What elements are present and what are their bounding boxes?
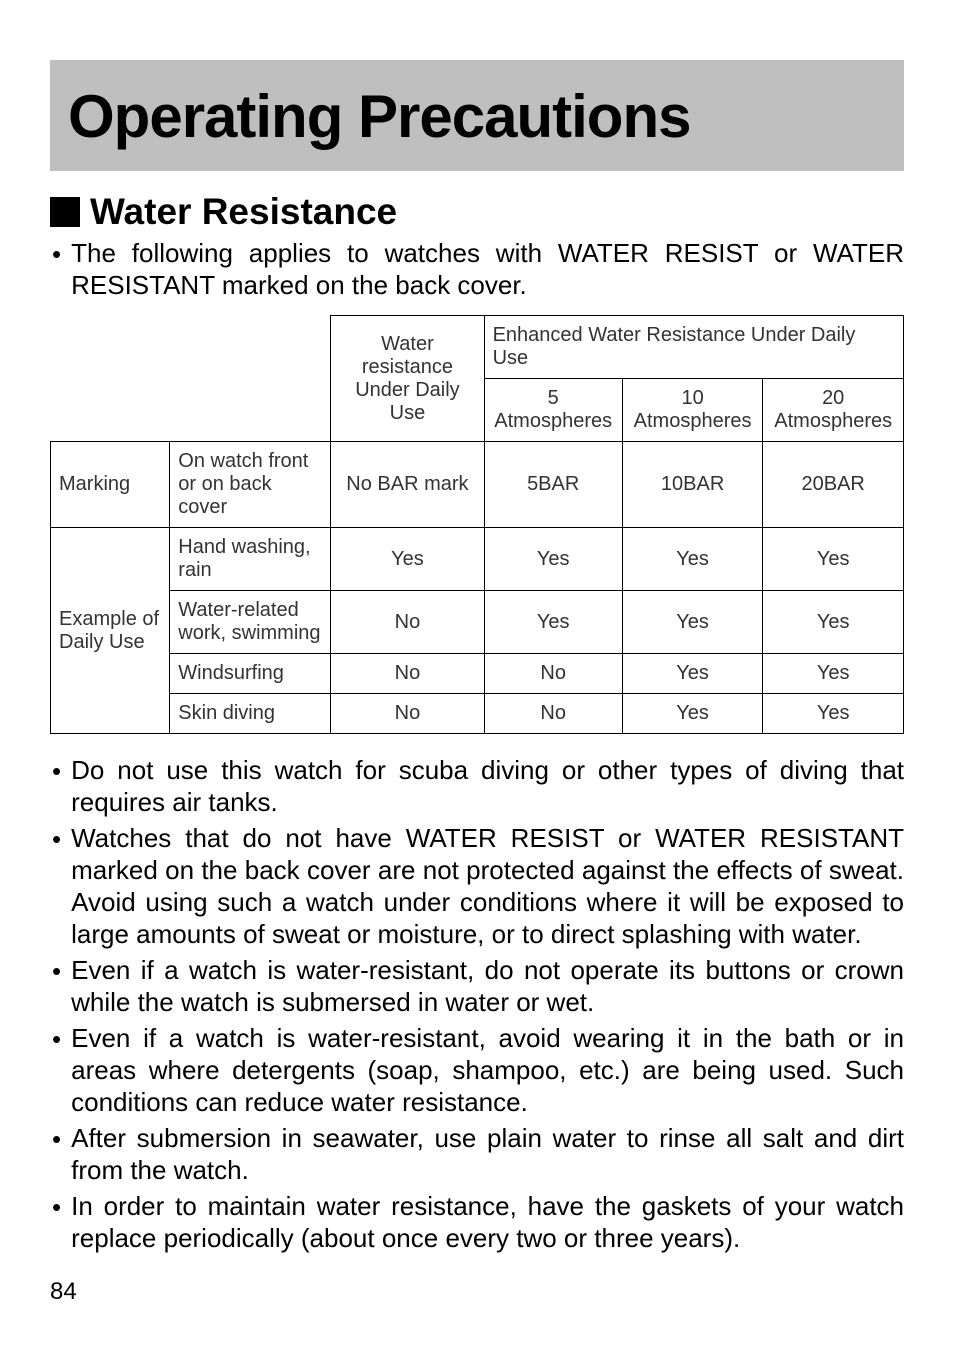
bullet-text: In order to maintain water resistance, h…: [71, 1190, 904, 1254]
table-row-skin: Skin diving No No Yes Yes: [51, 694, 904, 734]
bullet-dot-icon: •: [52, 956, 61, 986]
header-10atm: 10 Atmospheres: [622, 379, 763, 442]
empty-header-cell: [51, 316, 331, 442]
cell-marking-desc: On watch front or on back cover: [170, 442, 331, 528]
cell-example-label: Example of Daily Use: [51, 528, 170, 734]
water-resistance-table: Water resistance Under Daily Use Enhance…: [50, 315, 904, 734]
page-container: Operating Precautions Water Resistance •…: [0, 0, 954, 1346]
section-heading-row: Water Resistance: [50, 191, 904, 233]
bullet-text: Watches that do not have WATER RESIST or…: [71, 822, 904, 950]
cell-windsurf-c4: Yes: [763, 654, 904, 694]
cell-marking-c3: 10BAR: [622, 442, 763, 528]
cell-windsurf-c3: Yes: [622, 654, 763, 694]
cell-skin-c4: Yes: [763, 694, 904, 734]
cell-hand-desc: Hand washing, rain: [170, 528, 331, 591]
table-row-windsurf: Windsurfing No No Yes Yes: [51, 654, 904, 694]
bullet-text: Even if a watch is water-resistant, do n…: [71, 954, 904, 1018]
cell-marking-c4: 20BAR: [763, 442, 904, 528]
cell-hand-c4: Yes: [763, 528, 904, 591]
list-item: • Even if a watch is water-resistant, do…: [52, 954, 904, 1018]
bullet-dot-icon: •: [52, 1024, 61, 1054]
bullet-text: After submersion in seawater, use plain …: [71, 1122, 904, 1186]
table-row-waterwork: Water-related work, swimming No Yes Yes …: [51, 591, 904, 654]
intro-text: The following applies to watches with WA…: [71, 237, 904, 301]
cell-waterwork-c1: No: [331, 591, 484, 654]
list-item: • Watches that do not have WATER RESIST …: [52, 822, 904, 950]
cell-waterwork-c3: Yes: [622, 591, 763, 654]
cell-marking-c2: 5BAR: [484, 442, 622, 528]
header-daily-use: Water resistance Under Daily Use: [331, 316, 484, 442]
header-5atm: 5 Atmospheres: [484, 379, 622, 442]
cell-waterwork-desc: Water-related work, swimming: [170, 591, 331, 654]
cell-marking-c1: No BAR mark: [331, 442, 484, 528]
bullet-dot-icon: •: [52, 756, 61, 786]
page-title: Operating Precautions: [68, 82, 886, 151]
cell-hand-c1: Yes: [331, 528, 484, 591]
bullet-dot-icon: •: [52, 239, 61, 269]
cell-hand-c2: Yes: [484, 528, 622, 591]
header-enhanced: Enhanced Water Resistance Under Daily Us…: [484, 316, 903, 379]
section-heading: Water Resistance: [90, 191, 397, 233]
cell-waterwork-c4: Yes: [763, 591, 904, 654]
cell-windsurf-c1: No: [331, 654, 484, 694]
table-header-row-1: Water resistance Under Daily Use Enhance…: [51, 316, 904, 379]
bullet-text: Do not use this watch for scuba diving o…: [71, 754, 904, 818]
table-row-marking: Marking On watch front or on back cover …: [51, 442, 904, 528]
list-item: • In order to maintain water resistance,…: [52, 1190, 904, 1254]
bullet-dot-icon: •: [52, 1192, 61, 1222]
bullet-list: • Do not use this watch for scuba diving…: [50, 754, 904, 1254]
title-banner: Operating Precautions: [50, 60, 904, 171]
cell-marking-label: Marking: [51, 442, 170, 528]
bullet-dot-icon: •: [52, 1124, 61, 1154]
list-item: • After submersion in seawater, use plai…: [52, 1122, 904, 1186]
cell-hand-c3: Yes: [622, 528, 763, 591]
header-20atm: 20 Atmospheres: [763, 379, 904, 442]
cell-windsurf-c2: No: [484, 654, 622, 694]
cell-skin-c3: Yes: [622, 694, 763, 734]
cell-skin-desc: Skin diving: [170, 694, 331, 734]
square-bullet-icon: [50, 197, 80, 227]
bullet-dot-icon: •: [52, 824, 61, 854]
bullet-text: Even if a watch is water-resistant, avoi…: [71, 1022, 904, 1118]
list-item: • Do not use this watch for scuba diving…: [52, 754, 904, 818]
page-number: 84: [50, 1278, 904, 1306]
cell-skin-c1: No: [331, 694, 484, 734]
list-item: • Even if a watch is water-resistant, av…: [52, 1022, 904, 1118]
cell-waterwork-c2: Yes: [484, 591, 622, 654]
cell-skin-c2: No: [484, 694, 622, 734]
intro-bullet: • The following applies to watches with …: [52, 237, 904, 301]
table-row-hand: Example of Daily Use Hand washing, rain …: [51, 528, 904, 591]
cell-windsurf-desc: Windsurfing: [170, 654, 331, 694]
